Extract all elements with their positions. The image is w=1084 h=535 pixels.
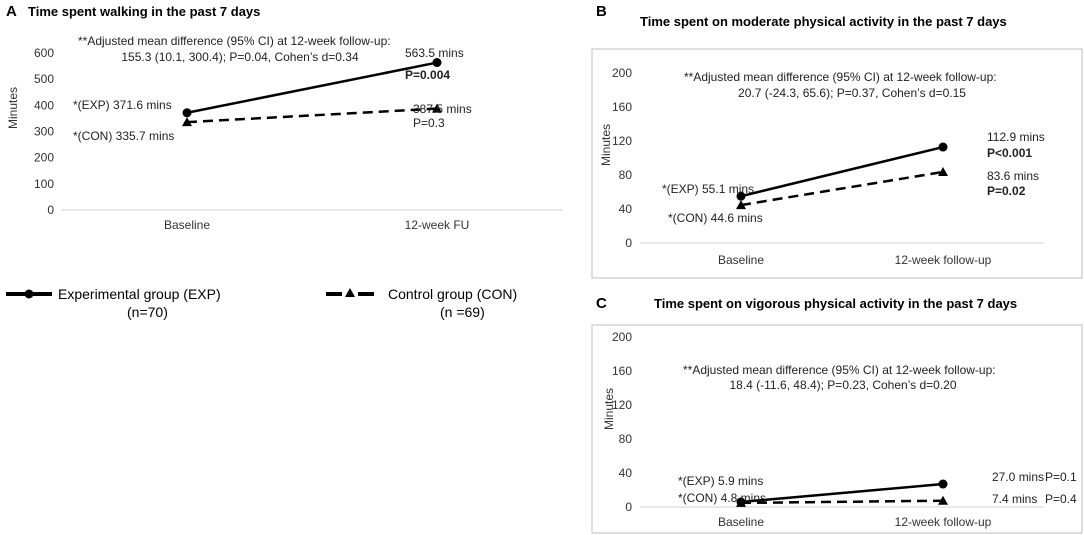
annotation-line: **Adjusted mean difference (95% CI) at 1…	[683, 363, 996, 377]
y-tick-label: 0	[625, 236, 632, 250]
y-tick-label: 200	[612, 66, 632, 80]
chart-border	[591, 48, 1083, 279]
data-label-exp-p: P=0.004	[405, 68, 450, 82]
y-tick-label: 600	[34, 46, 54, 60]
data-point-control	[432, 103, 442, 113]
y-tick-label: 0	[47, 203, 54, 217]
y-tick-label: 80	[619, 168, 633, 182]
data-label-exp-p: P<0.001	[987, 146, 1032, 160]
y-tick-label: 0	[625, 500, 632, 514]
chart-panel-c: C Time spent on vigorous physical activi…	[591, 295, 1083, 534]
legend-exp-label: Experimental group (EXP)	[58, 286, 221, 302]
y-tick-label: 400	[34, 98, 54, 112]
panel-a-title: Time spent walking in the past 7 days	[28, 4, 260, 19]
data-label-con-end: 7.4 mins	[992, 492, 1037, 506]
y-axis-label: Minutes	[599, 124, 613, 166]
data-point-experimental	[938, 479, 948, 489]
panel-c-title: Time spent on vigorous physical activity…	[654, 296, 1017, 311]
data-label-exp-end: 563.5 mins	[405, 46, 464, 60]
x-tick-label: 12-week FU	[405, 218, 470, 232]
x-tick-label: 12-week follow-up	[895, 253, 992, 267]
data-label-exp-p: P=0.1	[1045, 470, 1077, 484]
series-line-experimental	[740, 482, 944, 504]
y-axis-label: Minutes	[602, 388, 616, 430]
data-label-exp-end: 27.0 mins	[992, 470, 1044, 484]
data-label-con-p: P=0.3	[413, 116, 445, 130]
annotation-line: **Adjusted mean difference (95% CI) at 1…	[78, 34, 391, 48]
data-point-experimental	[736, 191, 746, 201]
series-line-control	[740, 499, 944, 505]
series-line-control	[186, 107, 438, 124]
y-tick-label: 120	[612, 134, 632, 148]
data-point-control	[182, 117, 192, 127]
data-label-con-start: *(CON) 4.8 mins	[678, 491, 766, 505]
y-tick-label: 80	[619, 432, 633, 446]
data-label-con-start: *(CON) 44.6 mins	[668, 211, 763, 225]
legend: Experimental group (EXP) (n=70) Control …	[6, 286, 517, 320]
legend-con-swatch	[326, 288, 374, 297]
chart-border	[591, 324, 1083, 534]
series-line-experimental	[740, 145, 944, 198]
x-tick-label: 12-week follow-up	[895, 515, 992, 529]
chart-panel-b: B Time spent on moderate physical activi…	[591, 3, 1083, 279]
data-point-experimental	[938, 142, 948, 152]
y-axis-label: Minutes	[6, 87, 20, 129]
data-point-experimental	[432, 58, 442, 68]
data-label-con-p: P=0.02	[987, 184, 1026, 198]
annotation-line: 155.3 (10.1, 300.4); P=0.04, Cohen’s d=0…	[121, 50, 359, 64]
data-label-exp-start: *(EXP) 5.9 mins	[678, 474, 763, 488]
legend-exp-swatch	[6, 289, 52, 299]
panel-letter-a: A	[6, 3, 17, 20]
data-label-con-end: 83.6 mins	[987, 169, 1039, 183]
x-tick-label: Baseline	[718, 515, 764, 529]
data-label-con-start: *(CON) 335.7 mins	[73, 129, 174, 143]
data-point-control	[938, 495, 948, 505]
legend-con-label: Control group (CON)	[388, 286, 517, 302]
y-tick-label: 500	[34, 72, 54, 86]
data-label-exp-start: *(EXP) 371.6 mins	[73, 98, 172, 112]
legend-con-n: (n =69)	[440, 304, 485, 320]
y-tick-label: 120	[612, 398, 632, 412]
panel-letter-c: C	[596, 295, 607, 312]
data-point-experimental	[182, 108, 192, 118]
annotation-line: 20.7 (-24.3, 65.6); P=0.37, Cohen’s d=0.…	[738, 86, 966, 100]
y-tick-label: 160	[612, 100, 632, 114]
panel-letter-b: B	[596, 3, 607, 20]
y-tick-label: 40	[619, 466, 633, 480]
annotation-line: 18.4 (-11.6, 48.4); P=0.23, Cohen’s d=0.…	[729, 378, 956, 392]
y-tick-label: 160	[612, 364, 632, 378]
y-tick-label: 40	[619, 202, 633, 216]
x-tick-label: Baseline	[718, 253, 764, 267]
data-point-control	[736, 200, 746, 210]
data-label-con-end: 387.5 mins	[413, 102, 472, 116]
annotation-line: **Adjusted mean difference (95% CI) at 1…	[684, 70, 997, 84]
data-label-exp-start: *(EXP) 55.1 mins	[662, 182, 754, 196]
x-tick-label: Baseline	[164, 218, 210, 232]
y-tick-label: 200	[34, 151, 54, 165]
y-tick-label: 100	[34, 177, 54, 191]
legend-exp-n: (n=70)	[127, 304, 168, 320]
series-line-experimental	[186, 61, 438, 114]
panel-b-title: Time spent on moderate physical activity…	[640, 14, 1007, 29]
data-label-con-p: P=0.4	[1045, 492, 1077, 506]
data-point-control	[736, 497, 746, 507]
data-label-exp-end: 112.9 mins	[987, 130, 1045, 144]
y-tick-label: 300	[34, 125, 54, 139]
data-point-control	[938, 166, 948, 176]
y-tick-label: 200	[612, 330, 632, 344]
series-line-control	[740, 170, 944, 207]
chart-panel-a: A Time spent walking in the past 7 days …	[6, 3, 562, 232]
